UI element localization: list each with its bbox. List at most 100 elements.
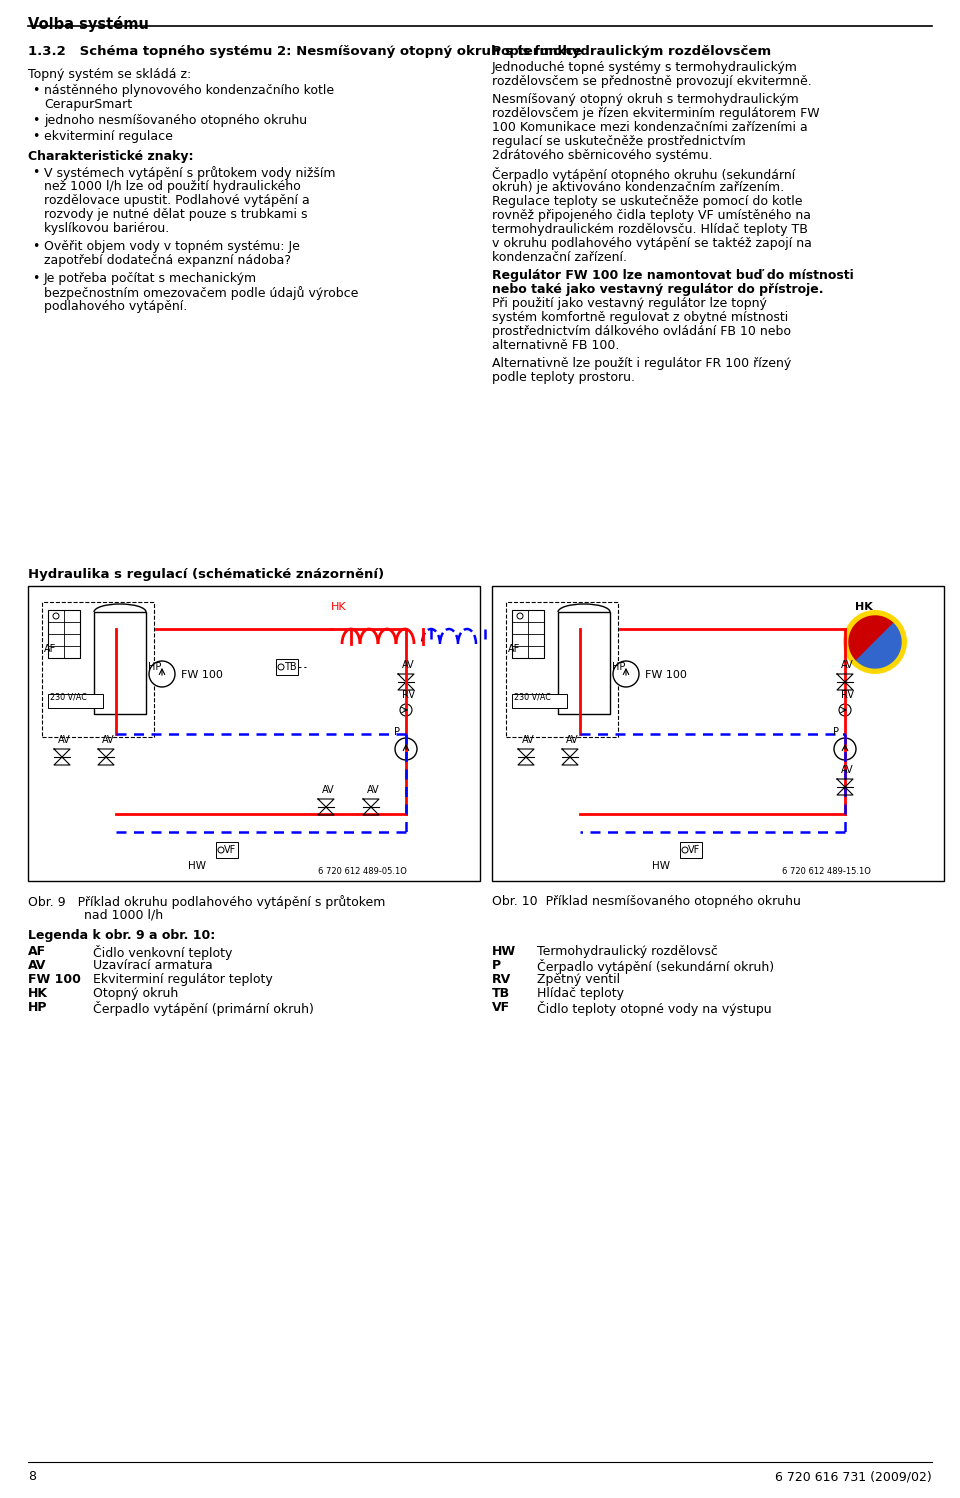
Text: Obr. 10  Příklad nesmíšovaného otopného okruhu: Obr. 10 Příklad nesmíšovaného otopného o…	[492, 894, 801, 908]
Bar	[216, 842, 238, 858]
Text: termohydraulickém rozdělovsču. Hlídač teploty TB: termohydraulickém rozdělovsču. Hlídač te…	[492, 223, 808, 237]
Text: rozvody je nutné dělat pouze s trubkami s: rozvody je nutné dělat pouze s trubkami …	[44, 208, 307, 222]
Circle shape	[834, 739, 856, 759]
Circle shape	[517, 613, 523, 619]
Text: Zpětný ventil: Zpětný ventil	[537, 974, 620, 986]
Text: Volba systému: Volba systému	[28, 16, 149, 31]
Bar	[276, 659, 298, 676]
Text: Obr. 9   Příklad okruhu podlahového vytápění s průtokem: Obr. 9 Příklad okruhu podlahového vytápě…	[28, 894, 385, 909]
Text: Při použití jako vestavný regulátor lze topný: Při použití jako vestavný regulátor lze …	[492, 297, 767, 310]
Text: Alternativně lze použít i regulátor FR 100 řízený: Alternativně lze použít i regulátor FR 1…	[492, 357, 791, 370]
Text: CerapurSmart: CerapurSmart	[44, 97, 132, 111]
Text: nástěnného plynovového kondenzačního kotle: nástěnného plynovového kondenzačního kot…	[44, 84, 334, 97]
Text: P: P	[833, 727, 839, 737]
Text: 230 V/AC: 230 V/AC	[50, 694, 86, 703]
Text: HP: HP	[612, 662, 625, 673]
Circle shape	[839, 704, 851, 716]
Text: HK: HK	[855, 602, 873, 613]
Text: nebo také jako vestavný regulátor do přístroje.: nebo také jako vestavný regulátor do pří…	[492, 283, 824, 297]
Text: •: •	[32, 240, 39, 253]
Text: než 1000 l/h lze od použití hydraulického: než 1000 l/h lze od použití hydraulickéh…	[44, 180, 300, 193]
Circle shape	[682, 846, 688, 852]
Text: •: •	[32, 166, 39, 178]
Text: Legenda k obr. 9 a obr. 10:: Legenda k obr. 9 a obr. 10:	[28, 929, 215, 942]
Text: nad 1000 l/h: nad 1000 l/h	[28, 909, 163, 921]
Circle shape	[613, 661, 639, 688]
Text: rozdělovsčem se přednostně provozují ekvitermně.: rozdělovsčem se přednostně provozují ekv…	[492, 75, 812, 88]
Text: Nesmíšovaný otopný okruh s termohydraulickým: Nesmíšovaný otopný okruh s termohydrauli…	[492, 93, 799, 106]
Text: Otopný okruh: Otopný okruh	[93, 987, 179, 1001]
Bar	[558, 613, 610, 715]
Text: zapotřebí dodatečná expanzní nádoba?: zapotřebí dodatečná expanzní nádoba?	[44, 255, 291, 267]
Text: P: P	[394, 727, 400, 737]
Text: 100 Komunikace mezi kondenzačními zařízeními a: 100 Komunikace mezi kondenzačními zaříze…	[492, 121, 807, 133]
Text: AV: AV	[522, 736, 535, 745]
Text: Uzavírací armatura: Uzavírací armatura	[93, 959, 213, 972]
Text: kyslíkovou bariérou.: kyslíkovou bariérou.	[44, 222, 169, 235]
Bar	[48, 694, 103, 709]
Text: 6 720 616 731 (2009/02): 6 720 616 731 (2009/02)	[776, 1470, 932, 1483]
Text: P: P	[492, 959, 501, 972]
Text: AF: AF	[28, 945, 46, 959]
Text: kondenzační zařízení.: kondenzační zařízení.	[492, 252, 627, 264]
Text: Čerpadlo vytápění otopného okruhu (sekundární: Čerpadlo vytápění otopného okruhu (sekun…	[492, 166, 795, 181]
Text: TB: TB	[284, 662, 297, 673]
Text: Jednoduché topné systémy s termohydraulickým: Jednoduché topné systémy s termohydrauli…	[492, 61, 798, 73]
Text: AV: AV	[841, 661, 853, 670]
Text: regulací se uskutečněže prostřednictvím: regulací se uskutečněže prostřednictvím	[492, 135, 746, 148]
Text: AV: AV	[402, 661, 415, 670]
Text: AV: AV	[841, 765, 853, 774]
Circle shape	[278, 664, 284, 670]
Circle shape	[218, 846, 224, 852]
Text: VF: VF	[224, 845, 236, 855]
Text: HW: HW	[188, 861, 206, 870]
Text: podle teploty prostoru.: podle teploty prostoru.	[492, 372, 635, 383]
Text: HP: HP	[148, 662, 161, 673]
Text: rovněž připojeného čidla teploty VF umístěného na: rovněž připojeného čidla teploty VF umís…	[492, 210, 811, 222]
Text: Je potřeba počítat s mechanickým: Je potřeba počítat s mechanickým	[44, 273, 257, 285]
Polygon shape	[849, 616, 894, 661]
Bar	[94, 613, 146, 715]
Text: HW: HW	[652, 861, 670, 870]
Text: AV: AV	[566, 736, 579, 745]
Text: Hlídač teploty: Hlídač teploty	[537, 987, 624, 1001]
Text: bezpečnostním omezovačem podle údajů výrobce: bezpečnostním omezovačem podle údajů výr…	[44, 286, 358, 300]
Text: Charakteristické znaky:: Charakteristické znaky:	[28, 150, 194, 163]
Text: prostřednictvím dálkového ovládání FB 10 nebo: prostřednictvím dálkového ovládání FB 10…	[492, 325, 791, 339]
Circle shape	[53, 613, 59, 619]
Text: AV: AV	[367, 785, 379, 795]
Circle shape	[400, 704, 412, 716]
Bar	[680, 842, 702, 858]
Text: HK: HK	[331, 602, 347, 613]
Text: rozdělovace upustit. Podlahové vytápění a: rozdělovace upustit. Podlahové vytápění …	[44, 195, 310, 207]
Text: jednoho nesmíšovaného otopného okruhu: jednoho nesmíšovaného otopného okruhu	[44, 114, 307, 127]
Text: Ověřit objem vody v topném systému: Je: Ověřit objem vody v topném systému: Je	[44, 240, 300, 253]
Text: Termohydraulický rozdělovsč: Termohydraulický rozdělovsč	[537, 945, 718, 959]
Circle shape	[395, 739, 417, 759]
Text: Hydraulika s regulací (schématické znázornění): Hydraulika s regulací (schématické znázo…	[28, 568, 384, 581]
Circle shape	[843, 610, 907, 674]
Bar	[48, 610, 80, 658]
Text: HW: HW	[492, 945, 516, 959]
Polygon shape	[856, 623, 901, 668]
Text: FW 100: FW 100	[645, 670, 686, 680]
Text: okruh) je aktivováno kondenzačním zařízením.: okruh) je aktivováno kondenzačním zaříze…	[492, 181, 784, 195]
Text: Čidlo teploty otopné vody na výstupu: Čidlo teploty otopné vody na výstupu	[537, 1001, 772, 1016]
Text: Popis funkce: Popis funkce	[492, 45, 582, 58]
Text: 8: 8	[28, 1470, 36, 1483]
Text: RV: RV	[402, 691, 415, 700]
Text: systém komfortně regulovat z obytné místnosti: systém komfortně regulovat z obytné míst…	[492, 312, 788, 324]
Text: RV: RV	[841, 691, 854, 700]
Text: Ekviterminí regulátor teploty: Ekviterminí regulátor teploty	[93, 974, 273, 986]
Text: AV: AV	[322, 785, 335, 795]
Text: FW 100: FW 100	[28, 974, 81, 986]
Text: Čidlo venkovní teploty: Čidlo venkovní teploty	[93, 945, 232, 960]
Bar	[512, 610, 544, 658]
Text: ekviterminí regulace: ekviterminí regulace	[44, 130, 173, 142]
Text: rozdělovsčem je řízen ekviterminím regulátorem FW: rozdělovsčem je řízen ekviterminím regul…	[492, 106, 820, 120]
Text: •: •	[32, 84, 39, 97]
Text: AF: AF	[44, 644, 57, 655]
Text: v okruhu podlahového vytápění se taktéž zapojí na: v okruhu podlahového vytápění se taktéž …	[492, 237, 812, 250]
Text: RV: RV	[492, 974, 512, 986]
Text: HP: HP	[28, 1001, 47, 1014]
